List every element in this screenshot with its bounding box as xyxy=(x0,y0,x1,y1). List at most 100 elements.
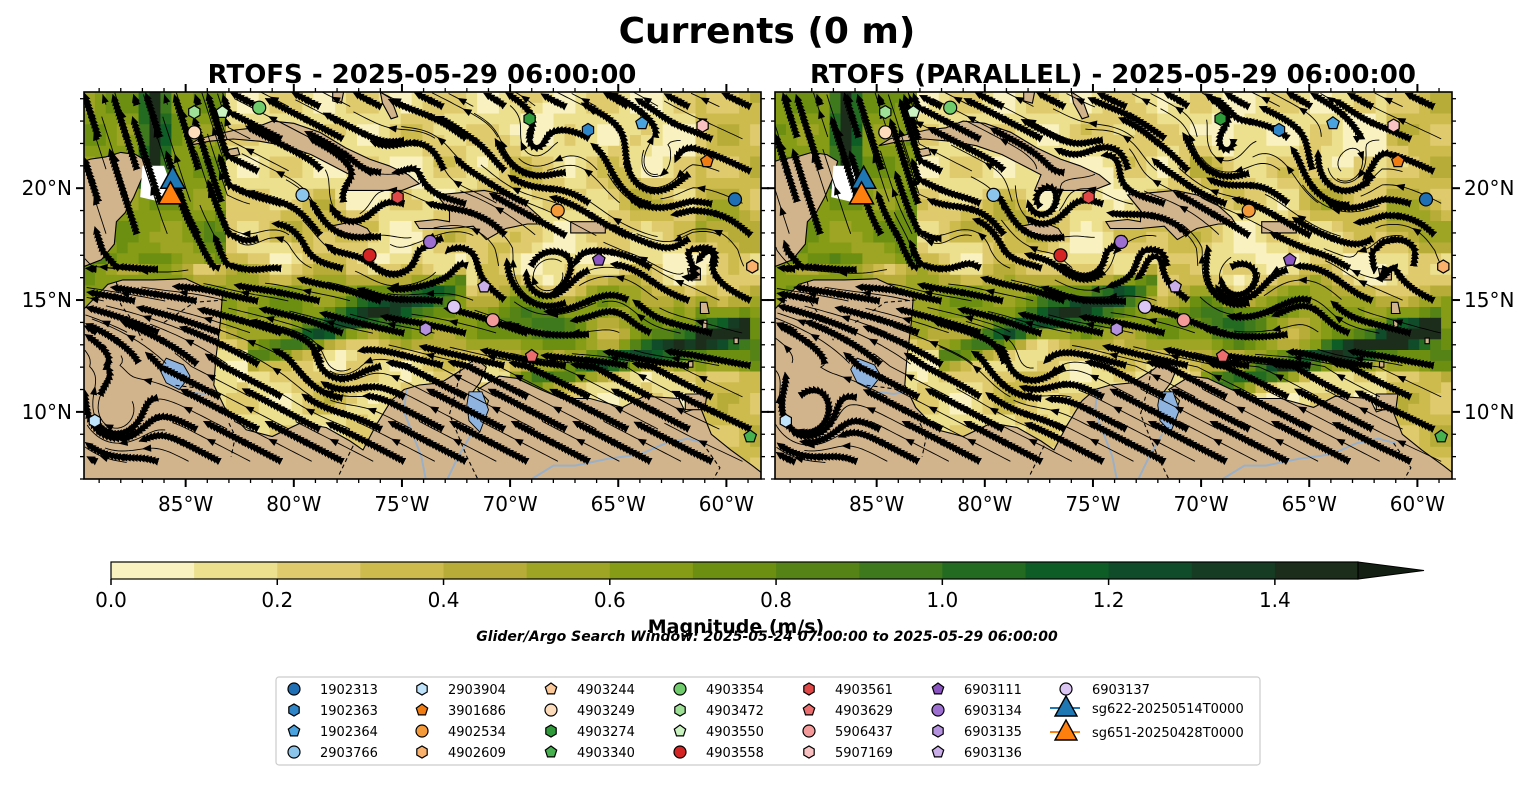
magnitude-cell xyxy=(1189,242,1202,254)
magnitude-cell xyxy=(960,296,973,308)
magnitude-cell xyxy=(1321,371,1333,383)
magnitude-cell xyxy=(466,156,478,168)
magnitude-cell xyxy=(204,210,216,222)
magnitude-cell xyxy=(1277,285,1289,297)
magnitude-cell xyxy=(1342,167,1355,179)
magnitude-cell xyxy=(1408,124,1420,136)
magnitude-cell xyxy=(1310,382,1322,394)
magnitude-cell xyxy=(400,145,413,158)
magnitude-cell xyxy=(280,156,292,168)
magnitude-cell xyxy=(269,328,282,340)
magnitude-cell xyxy=(1277,102,1289,115)
magnitude-cell xyxy=(1004,231,1016,244)
magnitude-cell xyxy=(717,403,729,416)
magnitude-cell xyxy=(1386,285,1398,297)
magnitude-cell xyxy=(938,156,951,168)
magnitude-cell xyxy=(1364,124,1377,136)
magnitude-cell xyxy=(1146,167,1158,179)
magnitude-cell xyxy=(739,124,751,136)
magnitude-cell xyxy=(750,102,761,115)
magnitude-cell xyxy=(895,264,907,276)
magnitude-cell xyxy=(1124,253,1136,265)
magnitude-cell xyxy=(367,393,380,405)
magnitude-cell xyxy=(1069,188,1082,201)
magnitude-cell xyxy=(313,264,325,276)
streamline-arrow xyxy=(544,374,555,382)
magnitude-cell xyxy=(411,188,424,201)
magnitude-cell xyxy=(204,199,216,211)
magnitude-cell xyxy=(717,360,729,373)
magnitude-cell xyxy=(993,307,1005,319)
streamline-arrow xyxy=(214,341,225,349)
magnitude-cell xyxy=(662,145,675,158)
magnitude-cell xyxy=(357,188,369,201)
magnitude-cell xyxy=(938,231,951,244)
map-frame xyxy=(83,91,762,480)
streamline-arrow xyxy=(356,383,367,391)
magnitude-cell xyxy=(247,414,260,426)
streamline-arrow xyxy=(694,319,705,327)
magnitude-cell xyxy=(1211,296,1224,308)
magnitude-cell xyxy=(477,242,489,254)
magnitude-cell xyxy=(1037,296,1049,308)
magnitude-cell xyxy=(247,328,260,340)
magnitude-cell xyxy=(775,113,787,125)
streamline-arrow xyxy=(139,267,149,275)
magnitude-cell xyxy=(291,350,303,362)
magnitude-cell xyxy=(1168,328,1180,340)
magnitude-cell xyxy=(717,264,729,276)
magnitude-cell xyxy=(138,199,151,211)
streamline-arrow xyxy=(150,413,161,421)
magnitude-cell xyxy=(400,339,413,351)
magnitude-cell xyxy=(258,253,271,265)
magnitude-cell xyxy=(335,124,347,136)
magnitude-cell xyxy=(1310,231,1322,244)
magnitude-cell xyxy=(1146,274,1158,287)
streamline-arrow xyxy=(612,217,623,226)
magnitude-cell xyxy=(564,167,576,179)
magnitude-cell xyxy=(422,307,434,319)
streamline-arrow xyxy=(393,295,403,304)
magnitude-cell xyxy=(1266,156,1278,168)
magnitude-cell xyxy=(1342,339,1355,351)
magnitude-cell xyxy=(1189,264,1202,276)
magnitude-cell xyxy=(673,188,686,201)
magnitude-cell xyxy=(619,285,631,297)
magnitude-cell xyxy=(269,188,282,201)
magnitude-cell xyxy=(706,360,718,373)
magnitude-cell xyxy=(1397,188,1409,201)
streamline-arrow xyxy=(172,316,183,323)
magnitude-cell xyxy=(938,253,951,265)
streamline-arrow xyxy=(460,406,470,414)
magnitude-cell xyxy=(851,253,863,265)
magnitude-cell xyxy=(1310,253,1322,265)
magnitude-cell xyxy=(1441,210,1452,222)
magnitude-cell xyxy=(1288,371,1300,383)
magnitude-cell xyxy=(1124,328,1136,340)
magnitude-cell xyxy=(291,264,303,276)
magnitude-cell xyxy=(247,199,260,211)
magnitude-cell xyxy=(313,414,325,426)
magnitude-cell xyxy=(400,156,413,168)
magnitude-cell xyxy=(775,285,787,297)
magnitude-cell xyxy=(564,102,576,115)
magnitude-cell xyxy=(717,328,729,340)
magnitude-cell xyxy=(608,339,620,351)
streamline-arrow xyxy=(192,228,200,238)
magnitude-cell xyxy=(400,296,413,308)
magnitude-cell xyxy=(346,113,358,125)
magnitude-cell xyxy=(291,167,303,179)
magnitude-cell xyxy=(1124,296,1136,308)
magnitude-cell xyxy=(818,135,831,147)
magnitude-cell xyxy=(750,382,761,394)
magnitude-cell xyxy=(695,188,707,201)
magnitude-cell xyxy=(400,242,413,254)
magnitude-cell xyxy=(1397,339,1409,351)
magnitude-cell xyxy=(993,210,1005,222)
magnitude-cell xyxy=(520,307,533,319)
magnitude-cell xyxy=(1157,285,1169,297)
magnitude-cell xyxy=(116,221,129,233)
magnitude-cell xyxy=(258,403,271,416)
magnitude-cell xyxy=(775,274,787,287)
magnitude-cell xyxy=(1430,135,1442,147)
